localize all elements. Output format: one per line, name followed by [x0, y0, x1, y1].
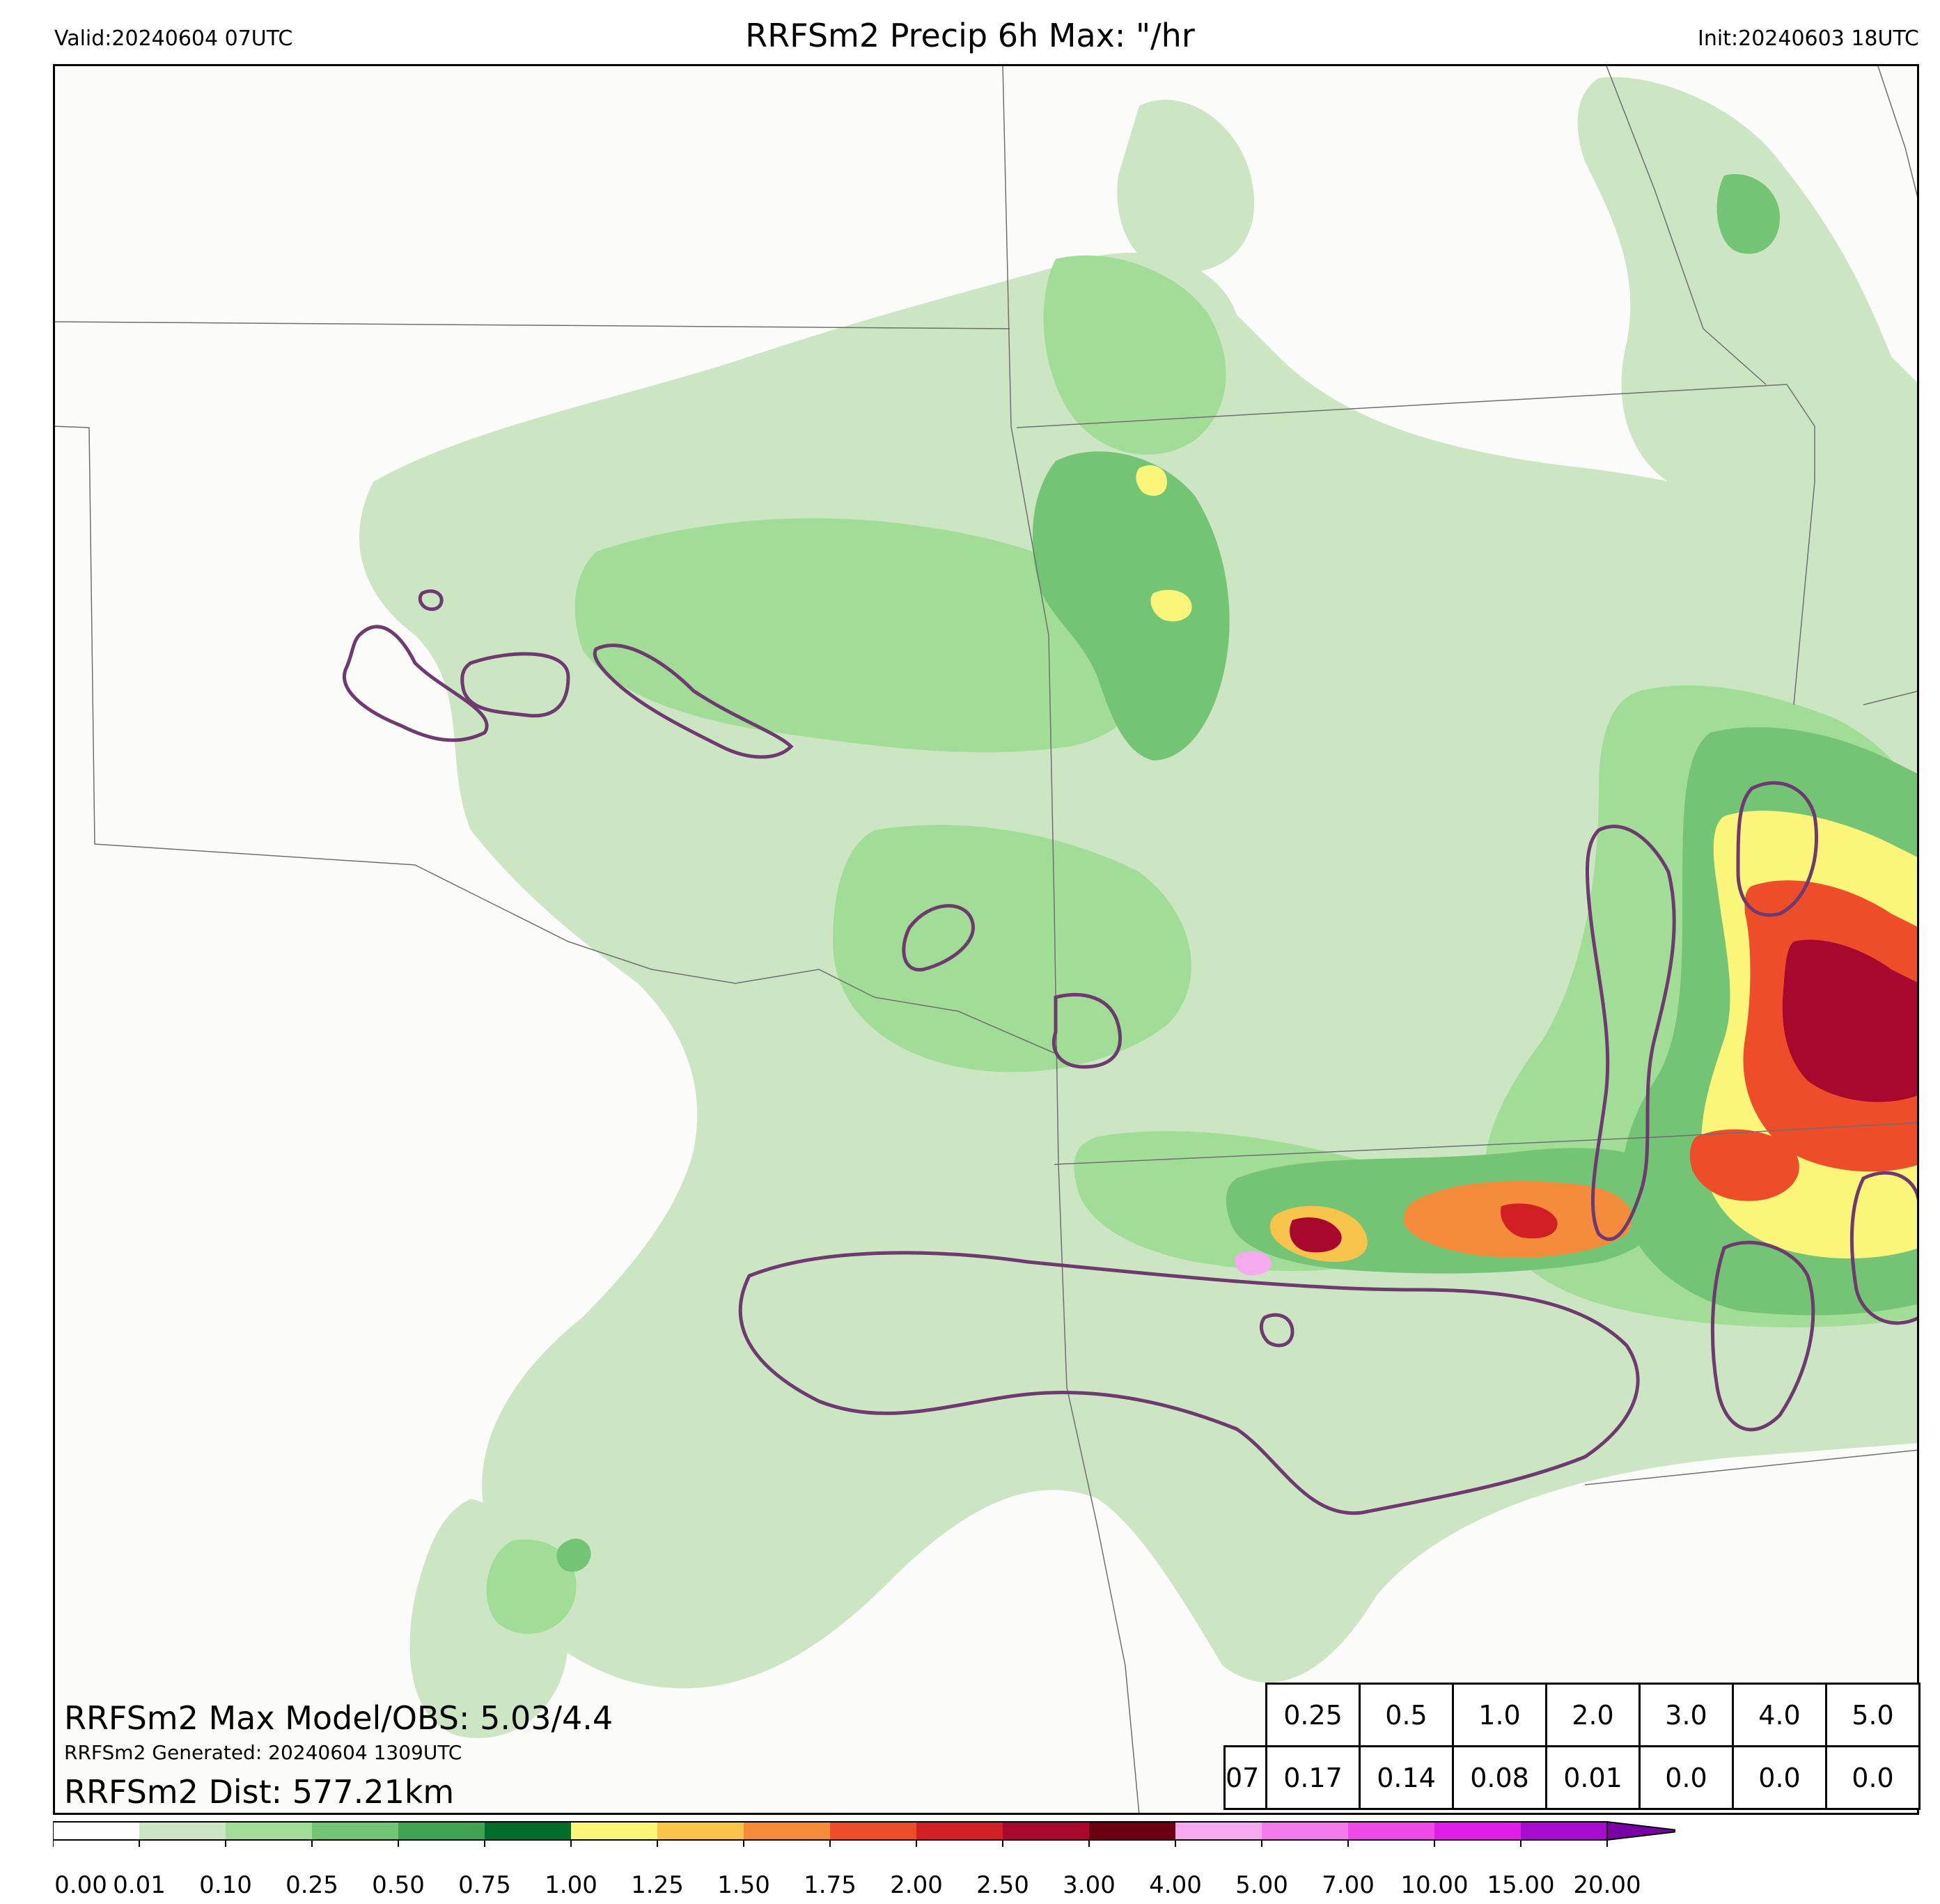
colorbar-tick-label: 20.00 [1573, 1871, 1641, 1899]
hour-cell: 07 [1223, 1745, 1267, 1810]
threshold-cell: 0.5 [1359, 1683, 1454, 1747]
colorbar-tick-label: 2.50 [976, 1871, 1029, 1899]
value-cell: 0.08 [1452, 1745, 1547, 1810]
colorbar-tick-label: 0.25 [285, 1871, 338, 1899]
threshold-cell: 3.0 [1638, 1683, 1734, 1747]
colorbar-segment [485, 1822, 571, 1840]
colorbar-segment [1175, 1822, 1262, 1840]
colorbar-tick-label: 10.00 [1400, 1871, 1468, 1899]
colorbar-tick-label: 0.50 [372, 1871, 425, 1899]
colorbar-extend-arrow [1606, 1820, 1675, 1841]
plot-title: RRFSm2 Precip 6h Max: "/hr [745, 17, 1195, 54]
colorbar-segment [916, 1822, 1003, 1840]
threshold-cell: 1.0 [1452, 1683, 1547, 1747]
colorbar-segment [1003, 1822, 1089, 1840]
colorbar: 0.00 0.01 0.10 0.25 0.50 0.75 1.00 1.25 1.50 1.75… [53, 1820, 1675, 1899]
map-frame [53, 64, 1919, 1815]
generated-label: RRFSm2 Generated: 20240604 1309UTC [64, 1741, 462, 1764]
colorbar-segment [1348, 1822, 1434, 1840]
threshold-value-row: 07 0.17 0.14 0.08 0.01 0.0 0.0 0.0 [1223, 1745, 1921, 1810]
precip-map [53, 64, 1919, 1815]
colorbar-tick-label: 1.75 [804, 1871, 856, 1899]
value-cell: 0.0 [1825, 1745, 1921, 1810]
colorbar-tick-label: 0.01 [113, 1871, 166, 1899]
colorbar-segment [830, 1822, 916, 1840]
colorbar-segment [744, 1822, 830, 1840]
colorbar-tick-label: 15.00 [1487, 1871, 1554, 1899]
threshold-cell: 5.0 [1825, 1683, 1921, 1747]
obs-contours [343, 589, 1919, 1515]
colorbar-segment [657, 1822, 744, 1840]
threshold-cell: 4.0 [1732, 1683, 1827, 1747]
precip-cores [1136, 465, 1919, 1276]
colorbar-tick-label: 4.00 [1149, 1871, 1202, 1899]
colorbar-tick-label: 7.00 [1322, 1871, 1375, 1899]
value-cell: 0.14 [1359, 1745, 1454, 1810]
colorbar-segment [1262, 1822, 1348, 1840]
threshold-cell: 2.0 [1545, 1683, 1641, 1747]
distance-label: RRFSm2 Dist: 577.21km [64, 1773, 455, 1811]
colorbar-segment [1089, 1822, 1175, 1840]
init-time: Init:20240603 18UTC [1698, 26, 1919, 51]
colorbar-segment [312, 1822, 398, 1840]
colorbar-segment [571, 1822, 657, 1840]
valid-time: Valid:20240604 07UTC [54, 26, 293, 51]
value-cell: 0.0 [1732, 1745, 1827, 1810]
colorbar-tick-label: 1.50 [717, 1871, 770, 1899]
threshold-cell: 0.25 [1265, 1683, 1361, 1747]
max-model-obs-label: RRFSm2 Max Model/OBS: 5.03/4.4 [64, 1699, 613, 1737]
colorbar-tick-label: 3.00 [1063, 1871, 1116, 1899]
value-cell: 0.0 [1638, 1745, 1734, 1810]
colorbar-segment [398, 1822, 485, 1840]
colorbar-segment [1521, 1822, 1607, 1840]
colorbar-tick-label: 5.00 [1235, 1871, 1288, 1899]
colorbar-tick-label: 1.00 [545, 1871, 597, 1899]
threshold-table: 0.25 0.5 1.0 2.0 3.0 4.0 5.0 07 0.17 0.1… [1223, 1683, 1921, 1815]
threshold-header-row: 0.25 0.5 1.0 2.0 3.0 4.0 5.0 [1265, 1683, 1921, 1747]
colorbar-tick-label: 1.25 [631, 1871, 684, 1899]
colorbar-tick-label: 0.10 [199, 1871, 252, 1899]
value-cell: 0.17 [1265, 1745, 1361, 1810]
colorbar-segment [53, 1822, 139, 1840]
colorbar-tick-label: 0.75 [458, 1871, 511, 1899]
colorbar-tick-label: 0.00 [54, 1871, 107, 1899]
colorbar-segment [1434, 1822, 1521, 1840]
colorbar-segment [226, 1822, 312, 1840]
state-borders [53, 64, 1919, 1815]
value-cell: 0.01 [1545, 1745, 1641, 1810]
colorbar-tick-label: 2.00 [890, 1871, 943, 1899]
colorbar-segment [139, 1822, 226, 1840]
